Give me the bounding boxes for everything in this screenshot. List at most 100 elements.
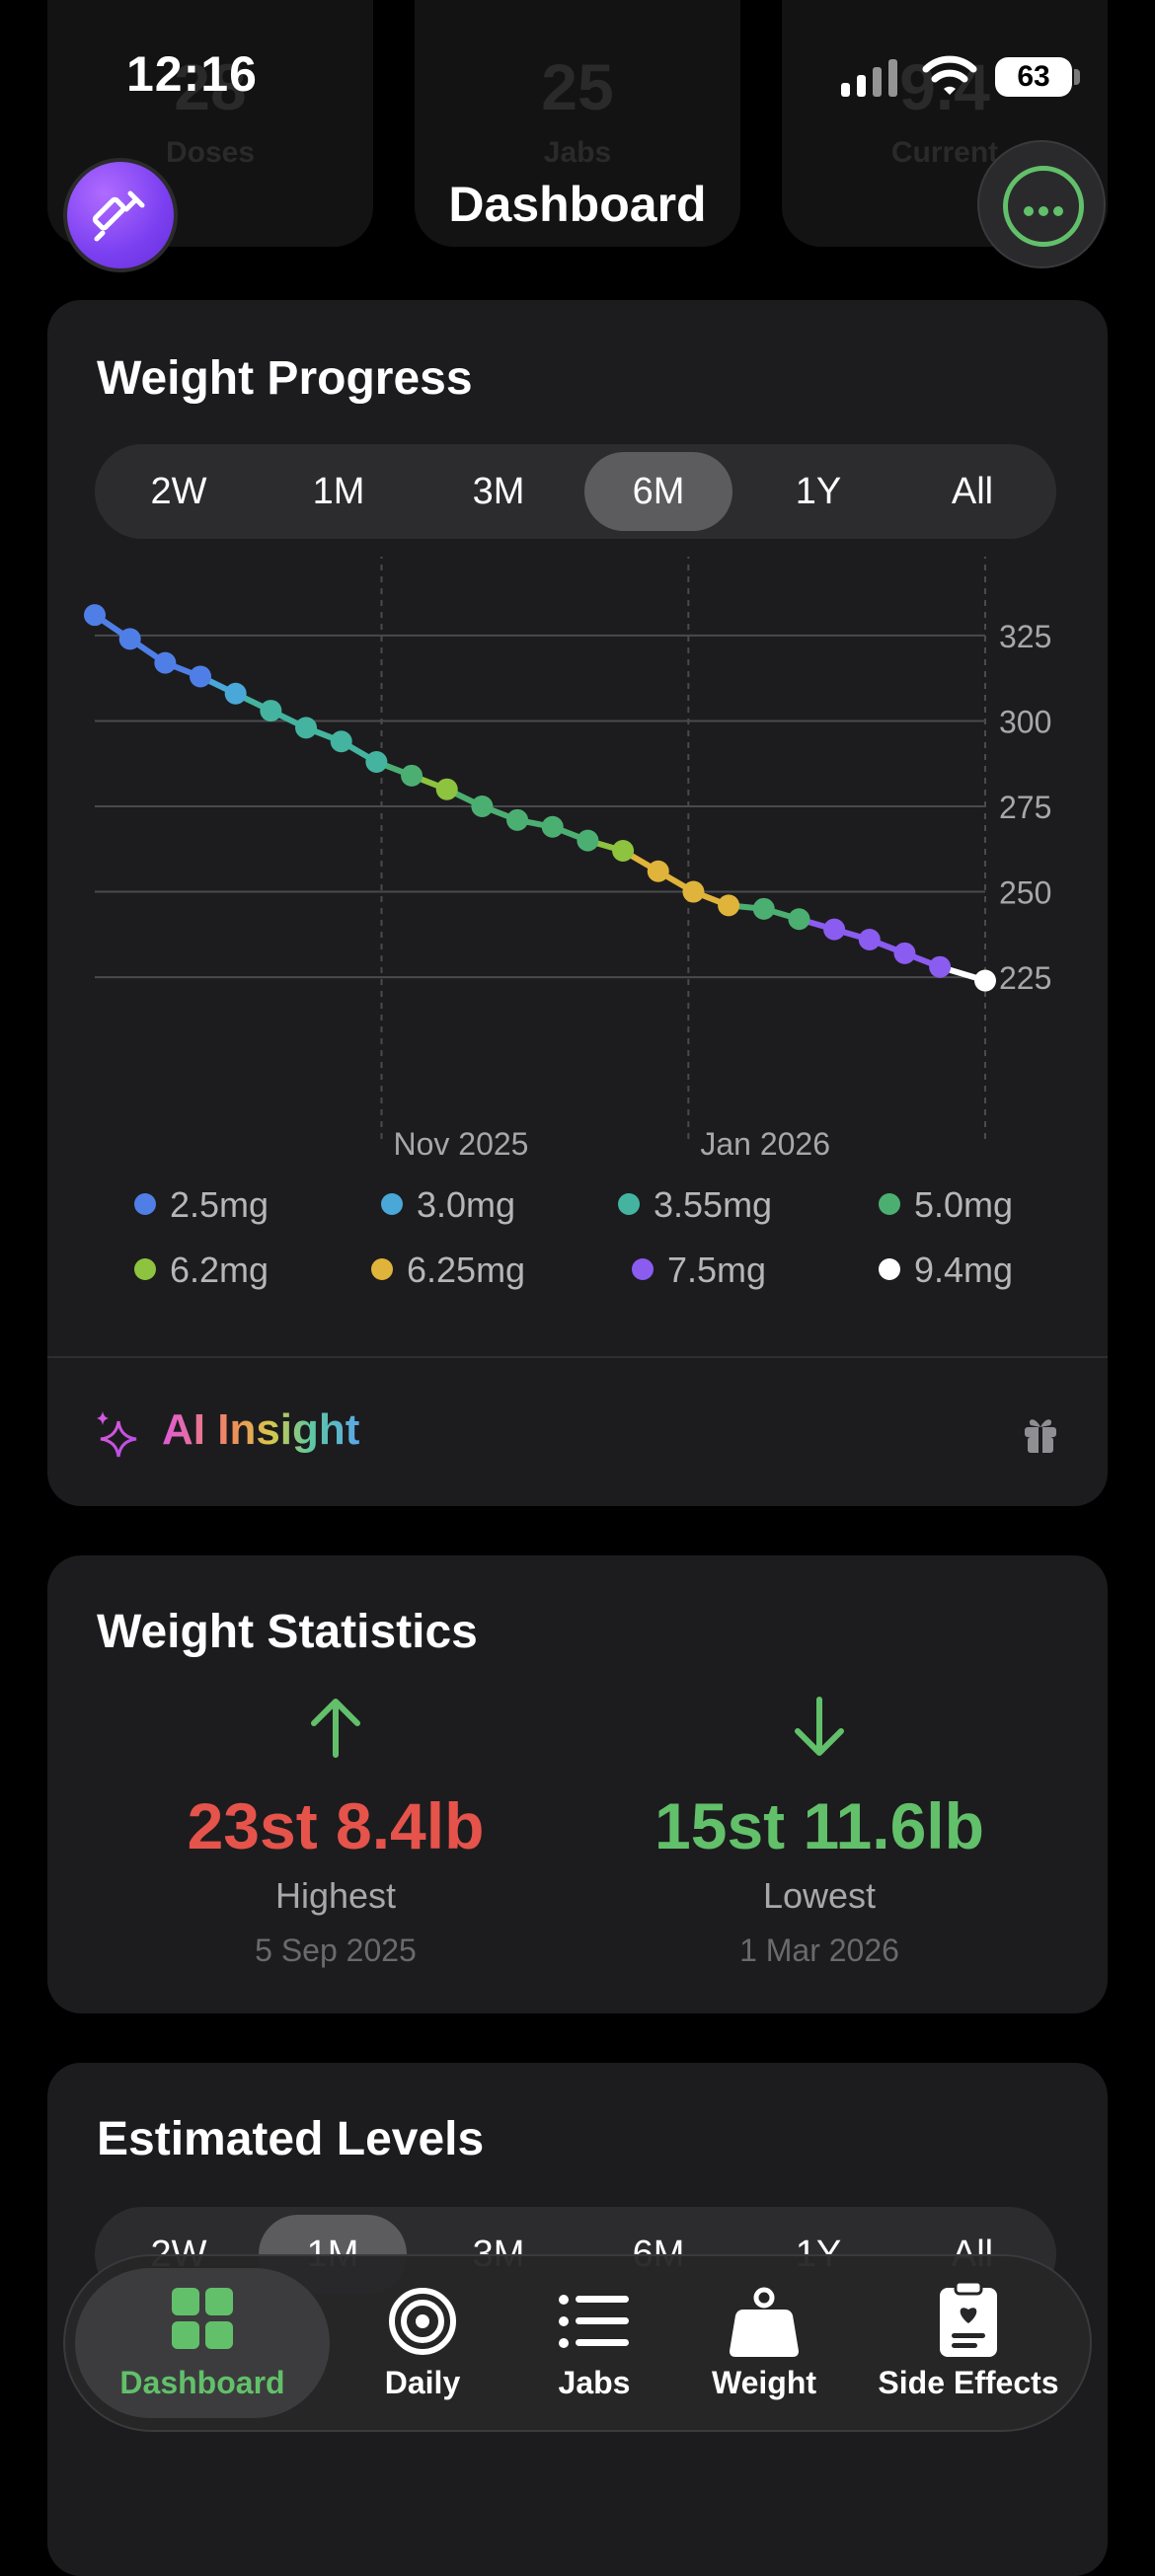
ai-insight-label: AI Insight xyxy=(162,1405,360,1454)
data-point[interactable] xyxy=(118,628,141,650)
data-point[interactable] xyxy=(858,929,881,950)
y-tick-label: 275 xyxy=(999,790,1051,825)
tab-side-effects[interactable]: Side Effects xyxy=(851,2256,1086,2430)
weight-statistics-card: Weight Statistics 23st 8.4lb Highest 5 S… xyxy=(47,1555,1108,2013)
data-point[interactable] xyxy=(260,700,282,722)
series-line xyxy=(92,612,203,680)
clipboard-heart-icon xyxy=(940,2280,997,2357)
data-point[interactable] xyxy=(577,829,599,852)
data-point[interactable] xyxy=(647,860,669,882)
data-point[interactable] xyxy=(893,942,916,964)
ghost-card-label: Jabs xyxy=(543,136,612,169)
y-tick-label: 300 xyxy=(999,704,1051,739)
x-tick-label: Jan 2026 xyxy=(700,1126,830,1162)
ghost-card-label: Current xyxy=(890,136,999,169)
lowest-weight-value: 15st 11.6lb xyxy=(654,1789,984,1862)
y-tick-label: 325 xyxy=(999,619,1051,654)
gift-icon xyxy=(1025,1419,1056,1453)
highest-date: 5 Sep 2025 xyxy=(255,1932,417,1968)
ai-insight-row[interactable]: AI Insight xyxy=(47,1358,1108,1506)
tab-label: Side Effects xyxy=(878,2365,1059,2400)
legend-item: 3.0mg xyxy=(381,1184,515,1226)
tab-label: Jabs xyxy=(558,2365,631,2400)
tab-label: Weight xyxy=(711,2365,817,2400)
y-tick-label: 250 xyxy=(999,875,1051,911)
battery-indicator: 63 xyxy=(995,57,1072,97)
data-point[interactable] xyxy=(401,764,424,787)
sparkles-icon xyxy=(97,1411,137,1458)
arrow-down-icon xyxy=(795,1697,844,1756)
divider xyxy=(47,1356,1108,1358)
highest-label: Highest xyxy=(274,1875,397,1916)
range-1m[interactable]: 1M xyxy=(312,471,365,512)
data-point[interactable] xyxy=(84,604,106,627)
grid-icon xyxy=(172,2288,233,2349)
wifi-icon xyxy=(922,55,977,95)
data-point[interactable] xyxy=(823,918,846,941)
range-all[interactable]: All xyxy=(951,471,994,512)
x-tick-label: Nov 2025 xyxy=(393,1126,528,1162)
tab-daily[interactable]: Daily xyxy=(344,2256,501,2430)
data-point[interactable] xyxy=(682,880,705,903)
tab-dashboard[interactable]: Dashboard xyxy=(75,2256,330,2430)
data-point[interactable] xyxy=(541,815,564,838)
more-options-icon xyxy=(1003,166,1084,247)
highest-weight-value: 23st 8.4lb xyxy=(187,1789,485,1862)
data-point[interactable] xyxy=(224,682,247,705)
y-tick-label: 225 xyxy=(999,960,1051,996)
data-point[interactable] xyxy=(471,796,494,817)
weight-range-selector: 2W 1M 3M 6M 1Y All xyxy=(95,444,1056,539)
battery-tip xyxy=(1074,69,1080,85)
ghost-card-value: 25 xyxy=(541,50,614,123)
data-point[interactable] xyxy=(365,751,388,773)
weight-progress-card: Weight Progress 2W 1M 3M 6M 1Y All 225 25… xyxy=(47,300,1108,1506)
list-icon xyxy=(559,2295,629,2348)
data-point[interactable] xyxy=(788,908,810,931)
lowest-date: 1 Mar 2026 xyxy=(739,1932,899,1968)
legend-item: 9.4mg xyxy=(879,1250,1013,1291)
active-tab-highlight xyxy=(75,2268,330,2418)
data-point[interactable] xyxy=(435,778,458,800)
series-line xyxy=(620,848,732,909)
tab-weight[interactable]: Weight xyxy=(685,2256,843,2430)
range-3m[interactable]: 3M xyxy=(472,471,525,512)
range-1y[interactable]: 1Y xyxy=(795,471,842,512)
data-point[interactable] xyxy=(929,955,952,978)
tab-label: Daily xyxy=(384,2365,461,2400)
weight-line-chart: 225 250 275 300 325 Nov 2025 Jan 2026 xyxy=(84,557,1051,1162)
lowest-label: Lowest xyxy=(762,1875,877,1916)
range-6m[interactable]: 6M xyxy=(584,452,732,531)
legend-item: 2.5mg xyxy=(134,1184,269,1226)
data-point[interactable] xyxy=(718,894,740,917)
data-point[interactable] xyxy=(154,651,177,674)
data-point[interactable] xyxy=(330,730,352,753)
ghost-card-value: 28 xyxy=(174,50,247,123)
card-title: Weight Progress xyxy=(97,352,473,405)
card-title: Estimated Levels xyxy=(97,2113,485,2165)
data-point[interactable] xyxy=(974,969,996,992)
scale-icon xyxy=(730,2287,799,2357)
ghost-card-jabs: 25 Jabs xyxy=(415,0,740,247)
arrow-up-icon xyxy=(311,1699,360,1758)
syringe-icon xyxy=(92,190,145,242)
range-2w[interactable]: 2W xyxy=(150,471,207,512)
legend-item: 6.2mg xyxy=(134,1250,269,1291)
tab-jabs[interactable]: Jabs xyxy=(515,2256,673,2430)
card-title: Weight Statistics xyxy=(97,1606,478,1658)
syringe-button[interactable] xyxy=(63,158,178,272)
data-point[interactable] xyxy=(190,665,212,688)
ghost-card-label: Doses xyxy=(165,136,256,169)
data-point[interactable] xyxy=(506,808,529,831)
data-point[interactable] xyxy=(612,840,635,862)
data-point[interactable] xyxy=(752,897,775,920)
legend-item: 6.25mg xyxy=(371,1250,525,1291)
tab-label: Dashboard xyxy=(119,2365,285,2400)
target-icon xyxy=(389,2288,456,2355)
more-options-button[interactable] xyxy=(977,140,1106,268)
page-title: Dashboard xyxy=(448,177,707,232)
tab-bar: Dashboard Daily Jabs Weight S xyxy=(63,2254,1092,2432)
status-time: 12:16 xyxy=(126,46,258,102)
legend-item: 7.5mg xyxy=(632,1250,766,1291)
data-point[interactable] xyxy=(295,717,318,739)
legend-item: 3.55mg xyxy=(618,1184,772,1226)
